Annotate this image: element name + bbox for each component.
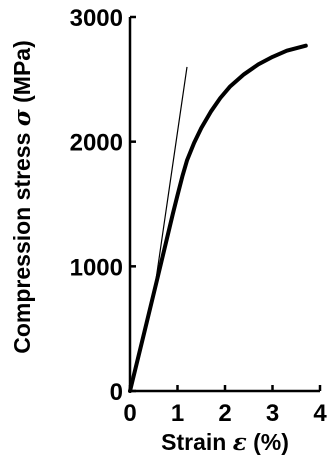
y-tick-label: 0 bbox=[110, 379, 123, 406]
stress-strain-curve bbox=[128, 43, 308, 393]
x-tick-label: 4 bbox=[313, 400, 327, 427]
y-tick-label: 2000 bbox=[70, 130, 123, 157]
axes bbox=[128, 17, 320, 393]
x-tick-label: 2 bbox=[218, 400, 231, 427]
tick-labels: 0 1 2 3 4 0 1000 2000 3000 bbox=[70, 5, 328, 427]
x-tick-label: 0 bbox=[123, 400, 136, 427]
series-group bbox=[128, 43, 308, 393]
y-axis-title: Compression stress σ (MPa) bbox=[9, 40, 36, 354]
y-axis-label: Compression stress bbox=[9, 133, 35, 354]
x-tick-label: 1 bbox=[171, 400, 184, 427]
x-axis-symbol: ε bbox=[233, 429, 247, 456]
y-tick-label: 1000 bbox=[70, 254, 123, 281]
x-tick-label: 3 bbox=[266, 400, 279, 427]
tangent-line bbox=[155, 66, 188, 279]
y-axis-symbol: σ bbox=[9, 109, 36, 126]
y-tick-label: 3000 bbox=[70, 5, 123, 32]
x-axis-label: Strain bbox=[161, 429, 226, 455]
y-axis-unit: (MPa) bbox=[9, 40, 35, 103]
tick-marks bbox=[128, 15, 322, 393]
x-axis-title: Strain ε (%) bbox=[161, 429, 289, 456]
x-axis-unit: (%) bbox=[253, 429, 289, 455]
